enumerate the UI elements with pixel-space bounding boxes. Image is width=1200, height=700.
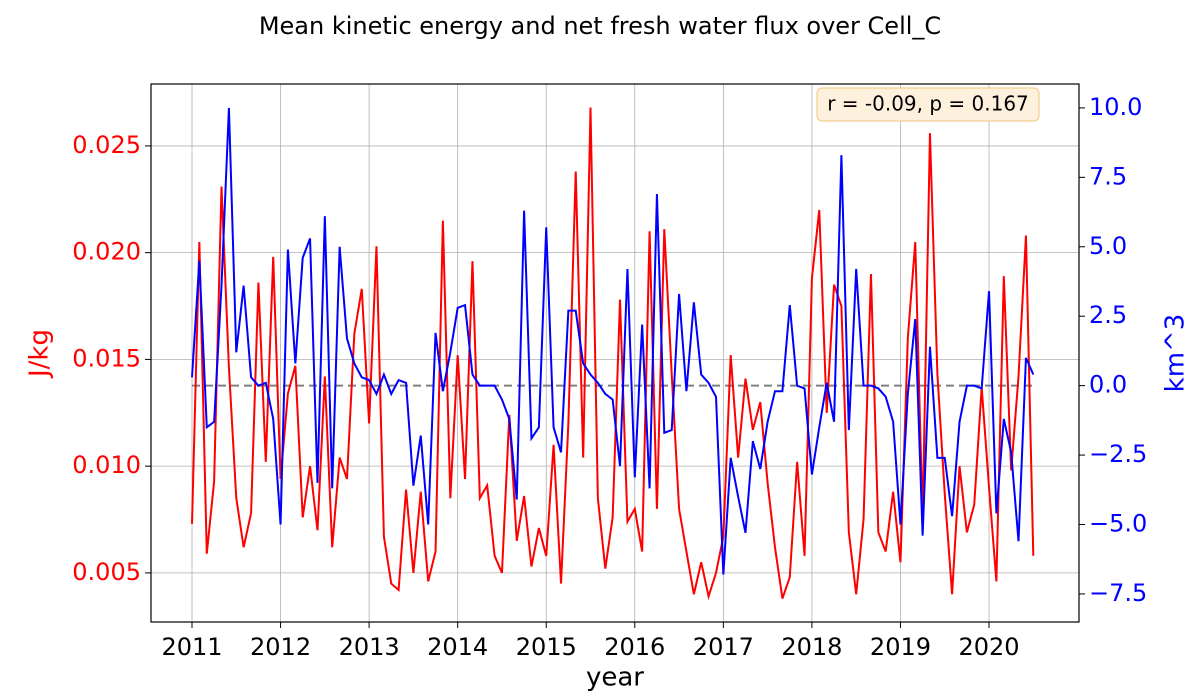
chart-title: Mean kinetic energy and net fresh water … bbox=[259, 12, 941, 40]
y-tick-label: 0.005 bbox=[72, 558, 141, 586]
x-tick-label: 2015 bbox=[516, 633, 577, 661]
x-axis-label: year bbox=[586, 663, 644, 693]
x-tick-label: 2016 bbox=[604, 633, 665, 661]
y2-tick-label: 7.5 bbox=[1089, 162, 1127, 190]
y2-tick-label: 5.0 bbox=[1089, 232, 1127, 260]
y-tick-label: 0.015 bbox=[72, 344, 141, 372]
y2-tick-label: 2.5 bbox=[1089, 301, 1127, 329]
x-tick-label: 2020 bbox=[958, 633, 1019, 661]
y2-tick-label: −7.5 bbox=[1089, 579, 1147, 607]
series-line bbox=[191, 107, 1035, 601]
annotation-box bbox=[816, 87, 1040, 122]
y2-axis-label: km^3 bbox=[1161, 314, 1191, 393]
plot-frame bbox=[150, 83, 1080, 623]
y-axis-label: J/kg bbox=[25, 329, 55, 379]
y2-tick-label: −5.0 bbox=[1089, 510, 1147, 538]
x-tick-label: 2011 bbox=[161, 633, 222, 661]
y-tick-label: 0.025 bbox=[72, 131, 141, 159]
y2-tick-label: 0.0 bbox=[1089, 371, 1127, 399]
y-tick-label: 0.010 bbox=[72, 451, 141, 479]
x-tick-label: 2018 bbox=[781, 633, 842, 661]
x-tick-label: 2014 bbox=[427, 633, 488, 661]
annotation: r = -0.09, p = 0.167 bbox=[827, 92, 1029, 116]
x-tick-label: 2019 bbox=[870, 633, 931, 661]
x-tick-label: 2013 bbox=[339, 633, 400, 661]
x-tick-label: 2017 bbox=[693, 633, 754, 661]
series-line bbox=[191, 107, 1035, 575]
y-tick-label: 0.020 bbox=[72, 238, 141, 266]
x-tick-label: 2012 bbox=[250, 633, 311, 661]
y2-tick-label: −2.5 bbox=[1089, 440, 1147, 468]
y2-tick-label: 10.0 bbox=[1089, 93, 1142, 121]
